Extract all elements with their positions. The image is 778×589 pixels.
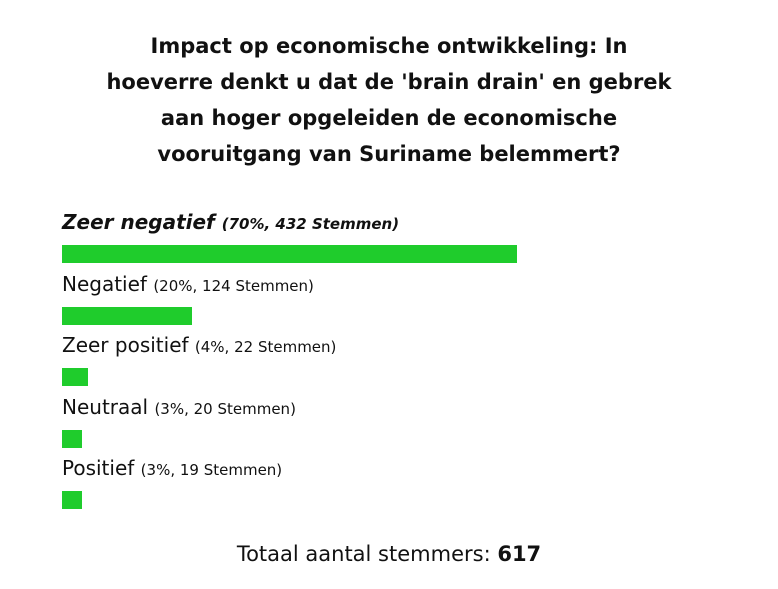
option-name: Zeer positief	[62, 333, 189, 357]
option-bar	[62, 429, 82, 448]
title-line: Impact op economische ontwikkeling: In	[150, 34, 628, 58]
option-label: Positief (3%, 19 Stemmen)	[62, 456, 282, 480]
option-detail: (70%, 432 Stemmen)	[221, 215, 400, 233]
option-label: Neutraal (3%, 20 Stemmen)	[62, 395, 296, 419]
poll-title: Impact op economische ontwikkeling: In ho…	[0, 28, 778, 172]
option-label: Zeer negatief (70%, 432 Stemmen)	[62, 210, 399, 234]
option-detail: (3%, 20 Stemmen)	[154, 399, 296, 418]
option-name: Negatief	[62, 271, 147, 296]
option-label: Negatief (20%, 124 Stemmen)	[62, 272, 314, 296]
title-line: hoeverre denkt u dat de 'brain drain' en…	[106, 70, 672, 94]
option-detail: (20%, 124 Stemmen)	[153, 276, 314, 295]
option-bar	[62, 368, 88, 386]
option-bar	[62, 491, 82, 509]
option-name: Positief	[62, 456, 135, 480]
total-label: Totaal aantal stemmers:	[236, 542, 491, 566]
option-name: Zeer negatief	[62, 210, 215, 234]
option-detail: (3%, 19 Stemmen)	[140, 461, 283, 479]
option-bar	[62, 306, 192, 325]
option-label: Zeer positief (4%, 22 Stemmen)	[62, 333, 336, 357]
option-bar	[62, 245, 517, 263]
title-line: vooruitgang van Suriname belemmert?	[157, 142, 621, 166]
total-value: 617	[497, 542, 542, 566]
poll-total: Totaal aantal stemmers: 617	[0, 542, 778, 566]
title-line: aan hoger opgeleiden de economische	[160, 106, 618, 130]
option-name: Neutraal	[62, 394, 149, 419]
option-detail: (4%, 22 Stemmen)	[194, 338, 337, 356]
